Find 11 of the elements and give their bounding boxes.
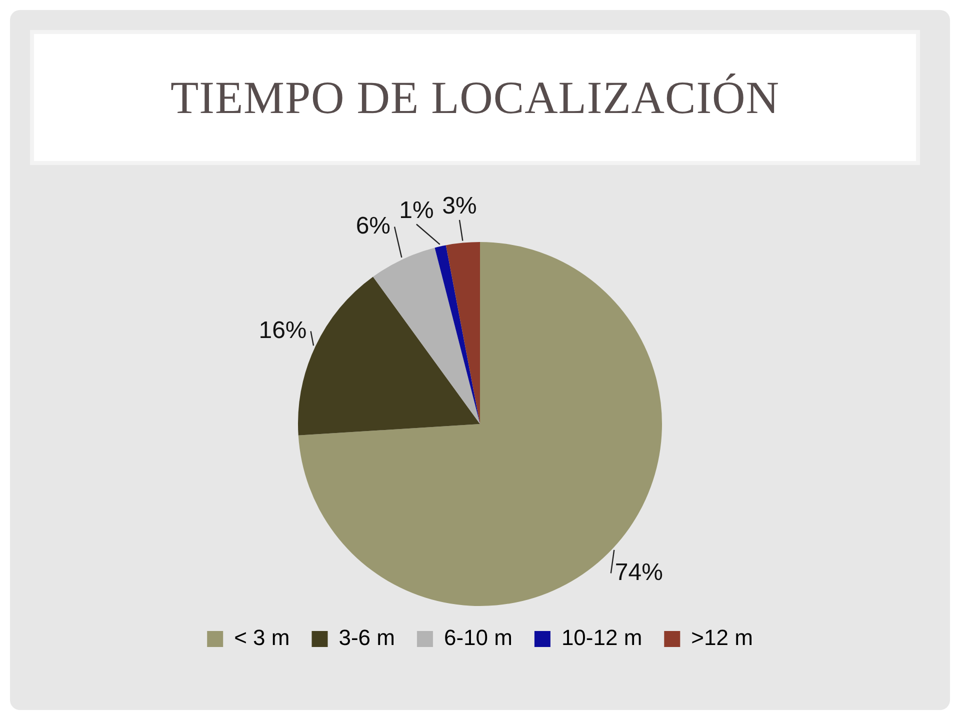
legend-label: < 3 m: [234, 625, 290, 650]
data-label: 74%: [614, 558, 663, 586]
data-label: 3%: [442, 192, 477, 220]
legend-label: 6-10 m: [444, 625, 512, 650]
data-label: 16%: [258, 316, 307, 344]
legend-label: 3-6 m: [338, 625, 395, 650]
legend-label: 10-12 m: [561, 625, 642, 650]
data-label: 1%: [399, 196, 434, 224]
legend-label: >12 m: [691, 625, 753, 650]
chart-title: TIEMPO DE LOCALIZACIÓN: [170, 71, 780, 124]
data-label: 6%: [356, 212, 391, 240]
